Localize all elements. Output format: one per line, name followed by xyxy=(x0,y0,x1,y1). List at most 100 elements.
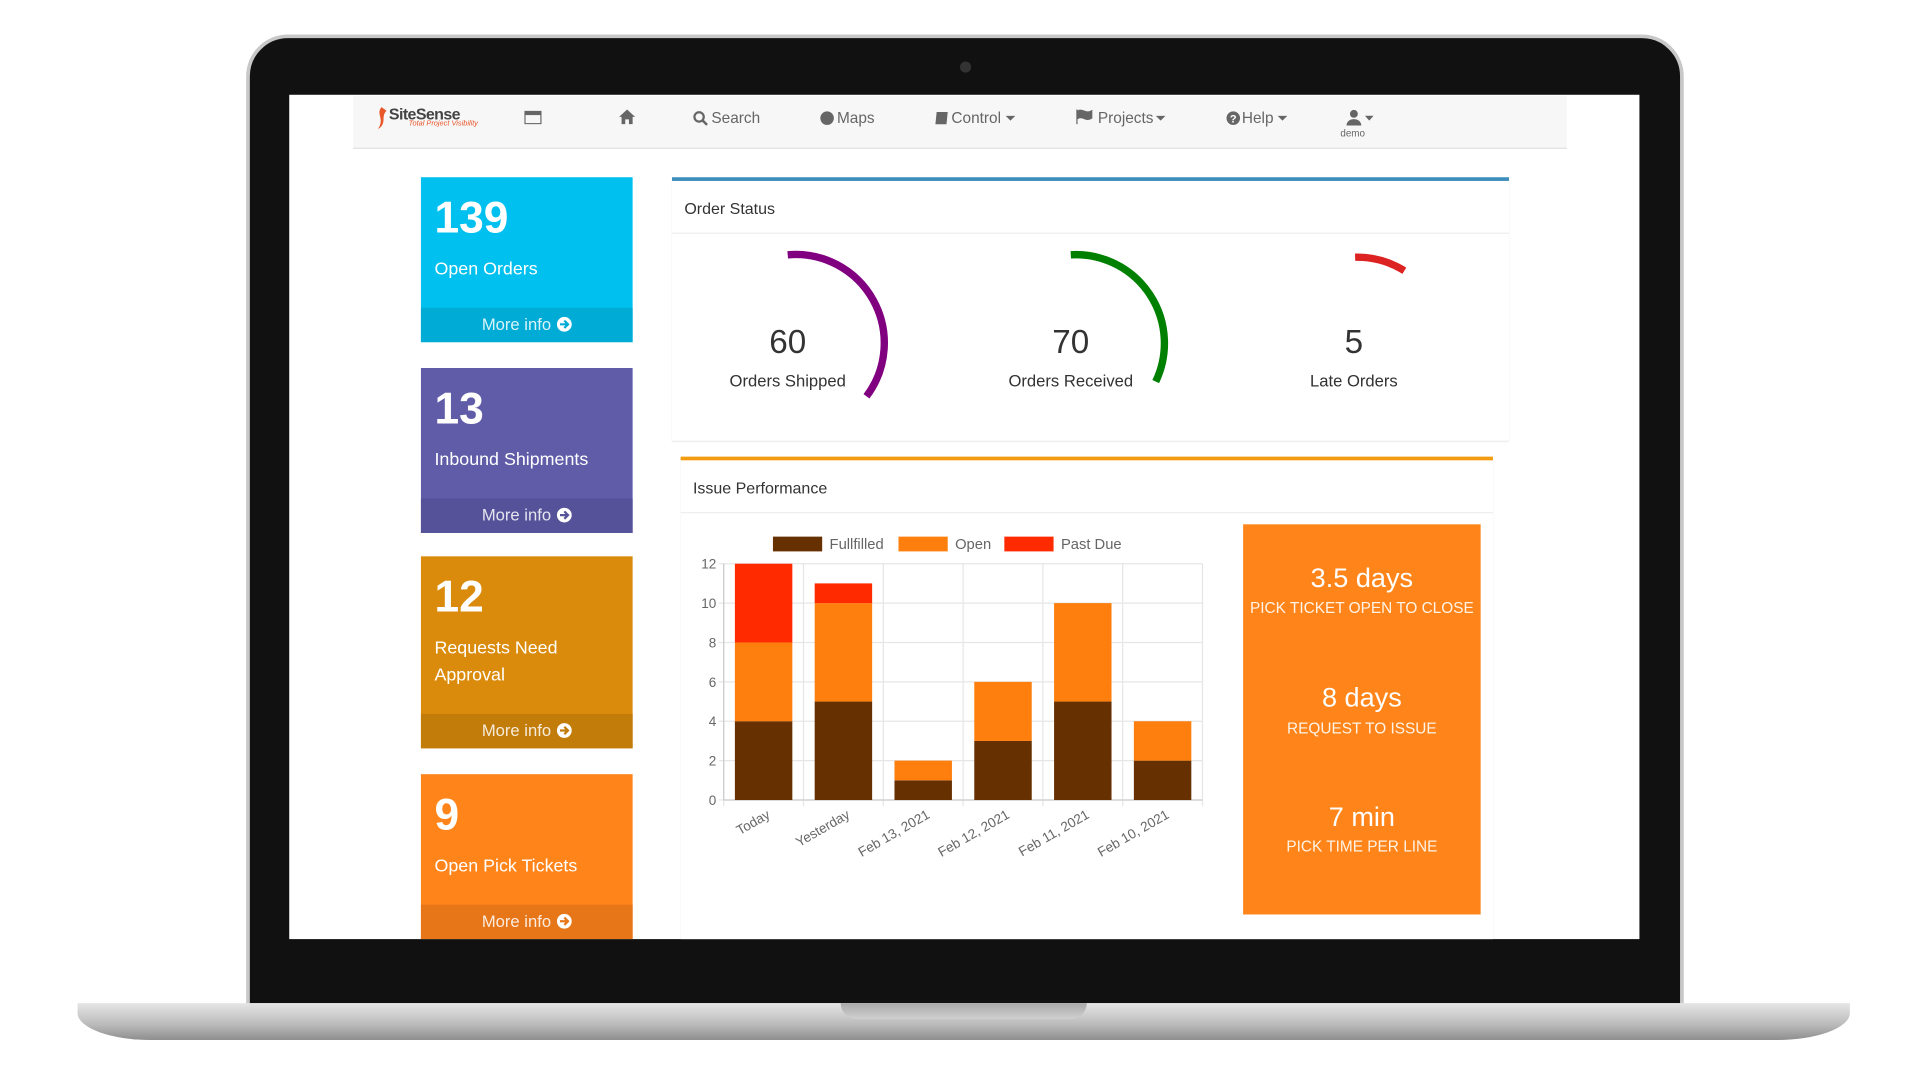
dashboard: SiteSense Total Project Visibility Searc… xyxy=(289,95,1639,940)
brand-logo xyxy=(377,107,387,130)
legend-swatch xyxy=(772,536,823,552)
kpi-value: 3.5 days xyxy=(1310,562,1414,594)
gauge-label: Orders Received xyxy=(1008,371,1134,391)
search-icon xyxy=(693,111,708,126)
y-tick-label: 10 xyxy=(701,596,716,611)
bar-segment xyxy=(894,760,952,781)
nav-help[interactable]: Help xyxy=(1241,109,1274,127)
bar-segment xyxy=(974,740,1032,801)
user-icon[interactable] xyxy=(1346,109,1376,126)
more-info-link[interactable]: More info xyxy=(420,498,633,533)
bar-segment xyxy=(734,563,793,643)
legend-label: Open xyxy=(955,537,991,553)
bar-segment xyxy=(814,701,873,801)
stat-value: 13 xyxy=(434,382,484,434)
arrow-icon xyxy=(556,723,572,738)
stat-box: 139 Open Orders More info xyxy=(420,177,633,343)
panel-title: Issue Performance xyxy=(692,478,828,498)
bar-segment xyxy=(974,681,1032,741)
calendar-icon[interactable] xyxy=(524,110,542,125)
more-info-text[interactable]: More info xyxy=(481,505,552,525)
kpi-label: REQUEST TO ISSUE xyxy=(1287,720,1437,738)
more-info-text[interactable]: More info xyxy=(481,721,552,740)
svg-text:?: ? xyxy=(1230,113,1237,125)
legend-swatch xyxy=(898,536,948,552)
x-tick-label: Feb 10, 2021 xyxy=(1095,807,1171,860)
caret xyxy=(1277,115,1288,121)
y-tick-label: 6 xyxy=(709,675,717,690)
kpi-box: 3.5 days PICK TICKET OPEN TO CLOSE 8 day… xyxy=(1243,524,1481,915)
gauge-value: 5 xyxy=(1344,323,1364,361)
bar-segment xyxy=(814,603,873,702)
arrow-icon xyxy=(556,316,572,332)
bar-segment xyxy=(1054,603,1112,702)
panel-divider xyxy=(672,232,1509,234)
kpi-value: 7 min xyxy=(1328,801,1395,833)
kpi-label: PICK TIME PER LINE xyxy=(1286,838,1438,856)
nav-search[interactable]: Search xyxy=(711,109,761,127)
y-tick-label: 4 xyxy=(709,714,717,729)
legend-label: Fullfilled xyxy=(830,537,884,553)
bar-segment xyxy=(894,780,952,801)
navbar xyxy=(353,96,1567,149)
gauges xyxy=(787,250,1407,399)
gauge-value: 60 xyxy=(769,323,807,361)
x-tick-label: Feb 12, 2021 xyxy=(935,807,1011,860)
stat-box: 13 Inbound Shipments More info xyxy=(420,368,633,533)
nav-maps[interactable]: Maps xyxy=(836,109,875,127)
camera xyxy=(960,61,972,73)
legend-label: Past Due xyxy=(1061,537,1122,553)
gauge-label: Late Orders xyxy=(1309,371,1398,391)
gauge-label: Orders Shipped xyxy=(729,371,846,391)
gauge-arc xyxy=(787,250,888,399)
brand-name[interactable]: SiteSense xyxy=(388,104,461,124)
legend-swatch xyxy=(1004,536,1054,552)
nav-control[interactable]: Control xyxy=(951,109,1002,127)
stat-label: Inbound Shipments xyxy=(434,450,589,471)
caret xyxy=(1005,115,1016,121)
stat-box: 12 Requests Need Approval More info xyxy=(420,556,633,749)
y-tick-label: 2 xyxy=(709,754,717,769)
stat-box: 9 Open Pick Tickets More info xyxy=(420,774,633,940)
stat-value: 139 xyxy=(434,192,509,243)
more-info-text[interactable]: More info xyxy=(481,912,552,931)
x-tick-label: Feb 11, 2021 xyxy=(1016,807,1092,859)
gauge-value: 70 xyxy=(1052,323,1090,361)
home-icon[interactable] xyxy=(619,109,636,125)
globe-icon xyxy=(820,111,834,125)
arrow-icon xyxy=(556,507,572,523)
panel-divider xyxy=(680,512,1493,514)
more-info-link[interactable]: More info xyxy=(420,713,633,749)
x-tick-label: Today xyxy=(734,807,773,838)
nav-projects[interactable]: Projects xyxy=(1097,109,1154,127)
stat-label: Requests Need Approval xyxy=(434,638,558,686)
bar-segment xyxy=(814,583,873,604)
user-name: demo xyxy=(1340,128,1365,140)
order-status-panel: Order Status xyxy=(672,177,1509,441)
x-tick-label: Yesterday xyxy=(793,807,852,850)
bar-segment xyxy=(1054,701,1112,801)
kpi-value: 8 days xyxy=(1321,681,1402,713)
y-tick-label: 0 xyxy=(709,793,717,808)
bar-segment xyxy=(1133,721,1192,761)
arrow-icon xyxy=(556,913,572,929)
book-icon xyxy=(935,112,948,125)
x-tick-label: Feb 13, 2021 xyxy=(856,807,932,860)
flag-icon xyxy=(1076,109,1093,125)
more-info-link[interactable]: More info xyxy=(420,904,633,940)
gauge-arc xyxy=(1355,253,1407,274)
more-info-text[interactable]: More info xyxy=(481,315,552,334)
bar-segment xyxy=(734,642,793,722)
stat-label: Open Pick Tickets xyxy=(434,856,578,877)
bar-segment xyxy=(734,721,793,801)
caret xyxy=(1155,115,1166,121)
stat-value: 12 xyxy=(434,571,484,622)
more-info-link[interactable]: More info xyxy=(420,307,633,343)
stat-value: 9 xyxy=(434,788,460,840)
stat-label: Open Orders xyxy=(434,259,538,280)
brand-tagline: Total Project Visibility xyxy=(408,120,478,129)
kpi-label: PICK TICKET OPEN TO CLOSE xyxy=(1250,599,1474,617)
